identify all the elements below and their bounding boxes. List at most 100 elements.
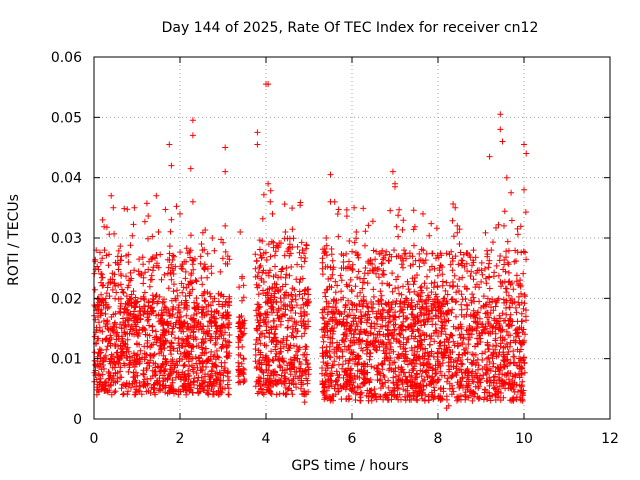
data-point bbox=[501, 208, 508, 215]
data-point bbox=[252, 358, 259, 365]
data-point bbox=[289, 329, 296, 336]
data-point bbox=[150, 341, 157, 348]
data-point bbox=[190, 266, 197, 273]
data-point bbox=[236, 371, 243, 378]
data-point bbox=[456, 226, 463, 233]
data-point bbox=[447, 261, 454, 268]
data-point bbox=[419, 368, 426, 375]
data-point bbox=[521, 291, 528, 298]
data-point bbox=[355, 353, 362, 360]
data-point bbox=[343, 206, 350, 213]
data-point bbox=[429, 373, 436, 380]
data-point bbox=[436, 264, 443, 271]
data-point bbox=[272, 263, 278, 270]
data-point bbox=[252, 251, 259, 258]
data-point bbox=[186, 363, 193, 370]
data-point bbox=[515, 282, 522, 289]
data-point bbox=[98, 270, 104, 277]
data-point bbox=[268, 383, 274, 390]
data-point bbox=[166, 243, 173, 250]
data-point bbox=[422, 345, 429, 352]
data-point bbox=[236, 363, 243, 370]
data-point bbox=[475, 320, 481, 327]
data-point bbox=[294, 355, 301, 362]
data-point bbox=[113, 324, 120, 331]
data-point bbox=[386, 365, 393, 372]
data-point bbox=[513, 396, 520, 403]
data-point bbox=[115, 247, 122, 254]
data-point-peak bbox=[299, 247, 306, 254]
data-point bbox=[319, 265, 326, 272]
data-point bbox=[402, 345, 409, 352]
data-point bbox=[124, 307, 131, 314]
data-point bbox=[485, 346, 492, 352]
data-point bbox=[240, 355, 247, 362]
data-point bbox=[209, 372, 216, 379]
data-point bbox=[376, 332, 383, 339]
data-point bbox=[175, 340, 182, 347]
data-point bbox=[115, 343, 122, 350]
data-point bbox=[423, 307, 429, 314]
data-point bbox=[354, 360, 361, 367]
data-point bbox=[219, 323, 226, 330]
data-point bbox=[257, 262, 264, 269]
data-point bbox=[177, 350, 184, 357]
data-point bbox=[433, 225, 440, 232]
data-point bbox=[263, 257, 270, 263]
data-point bbox=[136, 355, 143, 362]
data-point bbox=[448, 296, 455, 303]
data-point bbox=[356, 301, 363, 308]
data-point bbox=[498, 283, 504, 290]
data-point bbox=[264, 372, 271, 379]
data-point bbox=[296, 279, 303, 286]
data-point bbox=[164, 375, 171, 382]
data-point bbox=[127, 295, 133, 302]
data-point bbox=[455, 261, 462, 268]
data-point bbox=[504, 356, 511, 363]
data-point bbox=[369, 308, 376, 315]
data-point bbox=[260, 267, 267, 274]
data-point bbox=[522, 249, 529, 256]
data-point bbox=[440, 385, 447, 392]
data-point bbox=[133, 379, 140, 386]
data-point bbox=[484, 253, 491, 260]
data-point bbox=[137, 347, 144, 354]
data-point bbox=[520, 305, 527, 312]
data-point bbox=[422, 368, 429, 375]
data-point bbox=[351, 239, 358, 246]
data-point bbox=[414, 348, 421, 355]
data-point bbox=[151, 351, 158, 358]
data-point bbox=[200, 339, 206, 346]
data-point bbox=[258, 386, 264, 393]
data-point bbox=[482, 265, 488, 272]
data-point bbox=[94, 384, 100, 391]
data-point bbox=[225, 391, 232, 398]
data-point bbox=[173, 358, 180, 365]
data-point bbox=[319, 334, 326, 341]
data-point bbox=[185, 335, 192, 342]
data-point bbox=[482, 275, 489, 282]
data-point bbox=[235, 333, 242, 340]
data-point bbox=[413, 374, 420, 381]
data-point bbox=[256, 361, 263, 367]
data-point bbox=[180, 383, 187, 390]
data-point bbox=[506, 360, 513, 367]
data-point bbox=[350, 349, 357, 356]
data-point bbox=[386, 281, 393, 288]
data-point bbox=[465, 376, 472, 383]
data-point bbox=[488, 352, 495, 359]
data-point bbox=[493, 342, 500, 349]
data-point bbox=[97, 259, 104, 266]
data-point bbox=[512, 339, 519, 346]
data-point bbox=[327, 354, 334, 361]
data-point bbox=[495, 352, 502, 358]
data-point bbox=[104, 343, 111, 350]
data-point bbox=[107, 332, 114, 339]
data-point bbox=[369, 218, 376, 225]
x-tick-label: 2 bbox=[176, 431, 185, 447]
data-point bbox=[510, 286, 517, 293]
data-point bbox=[220, 367, 227, 374]
data-point-peak bbox=[521, 141, 527, 148]
data-point bbox=[329, 314, 336, 321]
data-point bbox=[202, 335, 209, 342]
